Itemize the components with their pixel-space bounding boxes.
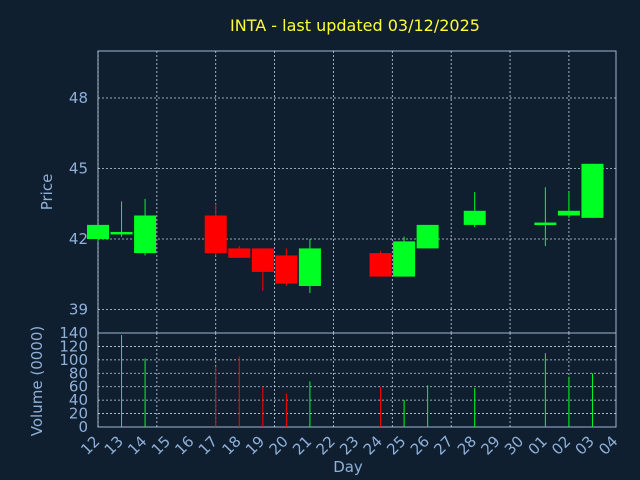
candle-body (534, 222, 557, 226)
volume-tick-label: 40 (69, 391, 88, 409)
volume-bars (121, 335, 593, 427)
candle-body (463, 210, 486, 225)
volume-tick-label: 100 (59, 351, 88, 369)
price-panel: 39 42 45 48 Price (38, 50, 617, 334)
candle-body (416, 224, 439, 249)
candle-body (369, 253, 392, 277)
chart-title: INTA - last updated 03/12/2025 (230, 16, 480, 35)
candle-body (557, 210, 580, 216)
volume-tick-label: 0 (78, 418, 88, 436)
volume-tick-label: 80 (69, 364, 88, 382)
price-tick-label: 42 (69, 230, 88, 248)
price-axis-label: Price (38, 174, 56, 211)
candle-body (110, 231, 133, 235)
x-tick-labels: 1213141516171819202122232425262728293001… (77, 432, 621, 458)
price-tick-label: 45 (69, 160, 88, 178)
price-tick-label: 48 (69, 89, 88, 107)
candle-body (134, 215, 157, 254)
volume-tick-label: 140 (59, 324, 88, 342)
candle-body (581, 163, 604, 218)
volume-tick-label: 60 (69, 378, 88, 396)
candle-body (87, 224, 109, 239)
candles (87, 163, 604, 294)
candle-body (228, 248, 251, 258)
x-axis-label: Day (333, 458, 363, 476)
volume-axis-label: Volume (0000) (28, 326, 46, 436)
volume-tick-label: 120 (59, 337, 88, 355)
candle-body (393, 241, 416, 277)
candle-body (251, 248, 274, 272)
price-tick-label: 39 (69, 301, 88, 319)
candle-body (204, 215, 227, 254)
volume-tick-label: 20 (69, 405, 88, 423)
price-y-ticks: 39 42 45 48 (69, 89, 88, 319)
candle-body (298, 248, 321, 286)
candle-body (275, 255, 298, 284)
